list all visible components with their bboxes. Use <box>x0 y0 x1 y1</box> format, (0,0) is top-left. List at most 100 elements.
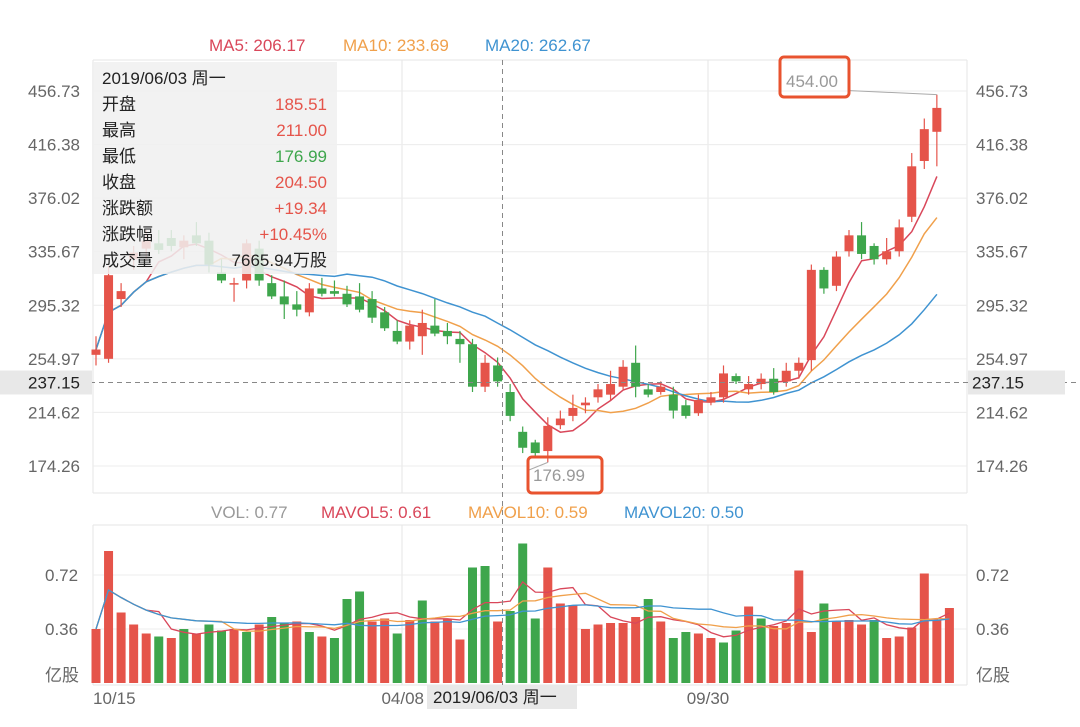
volume-bar <box>857 624 867 683</box>
date-tick-label: 10/15 <box>93 689 136 708</box>
volume-bar <box>104 551 114 683</box>
volume-bar <box>593 624 603 683</box>
candle-body <box>894 227 904 252</box>
candle-body <box>405 325 415 342</box>
price-tick-label-right: 214.62 <box>976 403 1028 422</box>
volume-tick-label-right: 0.72 <box>976 566 1009 585</box>
candle-body <box>480 362 490 387</box>
volume-bar <box>455 639 465 683</box>
volume-bar <box>543 567 553 683</box>
tooltip-value: 185.51 <box>275 95 327 114</box>
volume-bar <box>91 629 101 683</box>
tooltip-row-low: 最低 176.99 <box>102 144 327 170</box>
volume-bar <box>329 638 339 683</box>
volume-bar <box>656 621 666 683</box>
candle-body <box>468 344 477 387</box>
candle-body <box>668 394 678 411</box>
candle-body <box>392 330 402 342</box>
candle-body <box>593 389 603 398</box>
tooltip-row-volume: 成交量 7665.94万股 <box>102 248 327 274</box>
price-tick-label-right: 376.02 <box>976 189 1028 208</box>
candle-body <box>643 389 653 395</box>
tooltip-value: 211.00 <box>276 121 327 140</box>
tooltip-value: +10.45% <box>259 225 327 244</box>
volume-bar <box>693 633 703 683</box>
candle-body <box>104 275 114 359</box>
price-tick-label-left: 295.32 <box>28 296 80 315</box>
tooltip-row-change: 涨跌额 +19.34 <box>102 196 327 222</box>
ohlc-tooltip: 2019/06/03 周一 开盘 185.51 最高 211.00 最低 176… <box>92 62 337 274</box>
price-legend-item: MA10: 233.69 <box>343 36 449 55</box>
volume-bar <box>744 606 754 683</box>
volume-bar <box>229 629 239 683</box>
volume-bar <box>668 638 678 683</box>
tooltip-label: 成交量 <box>102 251 153 270</box>
volume-bar <box>819 603 829 683</box>
high-annotation-box <box>778 55 851 99</box>
volume-bar <box>681 632 691 683</box>
volume-tick-label-left: 0.72 <box>45 566 78 585</box>
volume-bar <box>844 620 854 683</box>
volume-bar <box>518 543 528 683</box>
candle-body <box>380 312 390 329</box>
candle-body <box>292 304 302 310</box>
candle-body <box>367 299 377 318</box>
price-tick-label-left: 376.02 <box>28 189 80 208</box>
candle-body <box>781 370 791 382</box>
volume-unit-right: 亿股 <box>976 666 1010 685</box>
volume-bar <box>304 632 314 683</box>
price-tick-label-left: 335.67 <box>28 243 80 262</box>
volume-bar <box>217 630 226 683</box>
candle-body <box>656 386 666 393</box>
volume-bar <box>166 638 176 683</box>
candle-body <box>317 288 327 294</box>
high-leader-line <box>849 90 937 96</box>
volume-bar <box>568 605 578 683</box>
volume-bar <box>141 633 151 683</box>
volume-bar <box>944 608 954 683</box>
volume-bar <box>204 624 214 683</box>
volume-bar <box>267 617 277 683</box>
crosshair-price-tag-right <box>968 370 1065 395</box>
crosshair-date-tag <box>427 685 577 709</box>
candle-body <box>919 129 929 162</box>
candle-body <box>756 378 766 385</box>
volume-bar <box>154 636 164 683</box>
volume-legend-item: VOL: 0.77 <box>211 503 288 522</box>
volume-bar <box>317 636 327 683</box>
volume-bar <box>882 638 892 683</box>
volume-bar <box>769 626 779 683</box>
date-tick-label: 09/30 <box>687 689 730 708</box>
volume-bar <box>580 629 590 683</box>
crosshair-price-label-left: 237.15 <box>28 374 80 393</box>
volume-bar <box>242 632 252 683</box>
volume-bar <box>179 629 189 683</box>
volume-bar <box>719 642 728 683</box>
volume-legend-item: MAVOL10: 0.59 <box>468 503 588 522</box>
candle-body <box>455 338 465 345</box>
tooltip-label: 涨跌幅 <box>102 225 153 244</box>
volume-bar <box>417 600 427 683</box>
tooltip-label: 最低 <box>102 147 136 166</box>
candle-body <box>819 269 829 289</box>
tooltip-row-open: 开盘 185.51 <box>102 92 327 118</box>
tooltip-value: +19.34 <box>274 199 327 218</box>
candle-body <box>731 376 741 382</box>
candle-body <box>907 166 917 217</box>
candle-body <box>304 288 314 313</box>
candle-body <box>568 407 578 416</box>
candle-body <box>693 399 703 414</box>
candle-body <box>618 366 628 387</box>
candle-body <box>706 397 716 403</box>
volume-bar <box>430 621 440 683</box>
candle-body <box>91 349 101 355</box>
volume-bar <box>781 623 791 683</box>
tooltip-label: 涨跌额 <box>102 199 153 218</box>
grid-lines: 456.73 456.73 416.38 416.38 376.02 376.02 335.… <box>28 36 1028 708</box>
candle-body <box>417 322 427 337</box>
volume-bar <box>442 618 452 683</box>
price-tick-label-right: 174.26 <box>976 457 1028 476</box>
volume-bar <box>555 603 565 683</box>
high-annotation-label: 454.00 <box>786 72 838 91</box>
volume-bar <box>355 591 365 683</box>
